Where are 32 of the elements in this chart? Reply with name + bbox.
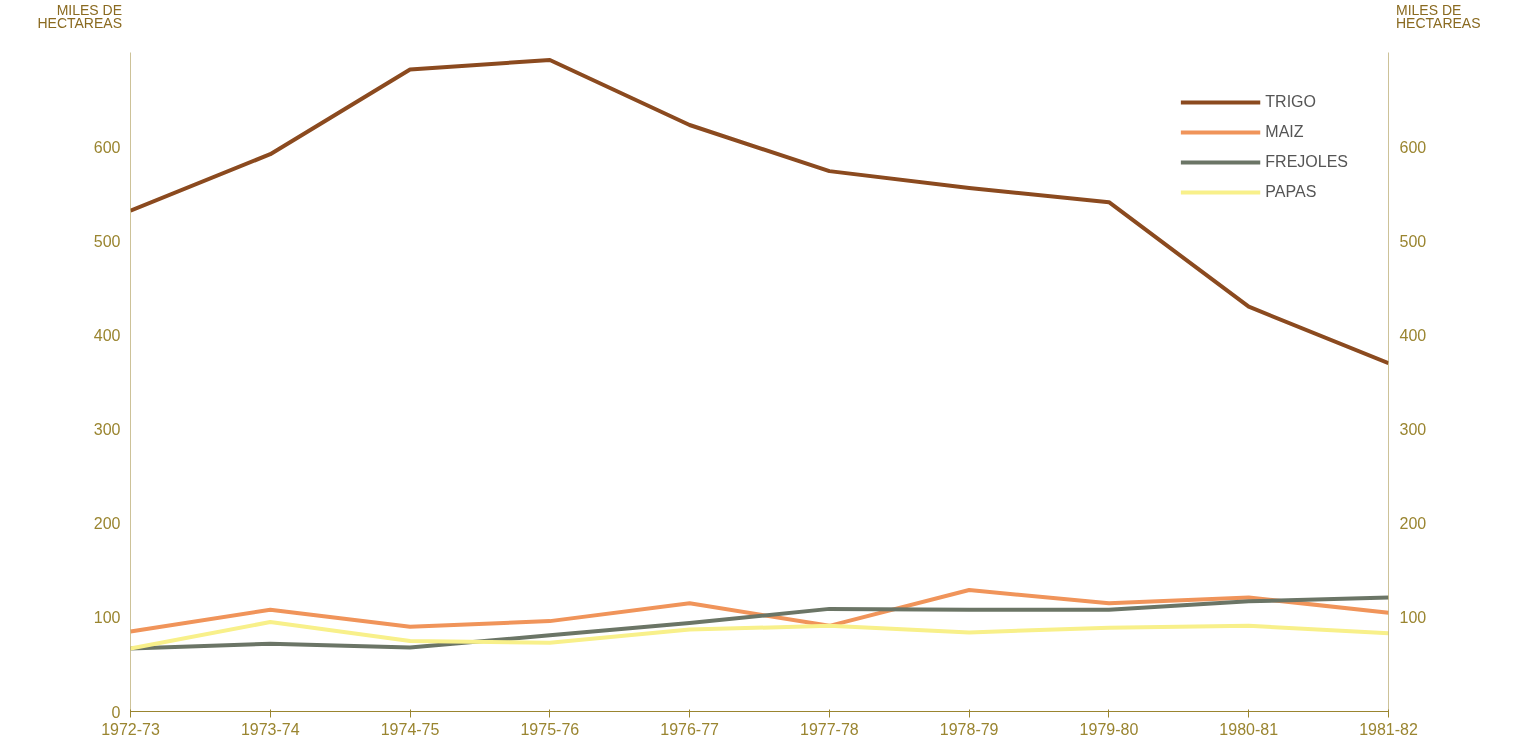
y2-axis-title: MILES DE HECTAREAS (1396, 2, 1481, 32)
legend-label: PAPAS (1265, 183, 1317, 201)
y2-tick-label: 100 (1399, 609, 1427, 627)
y-tick-label: 400 (93, 326, 121, 344)
y-tick-label: 100 (93, 609, 121, 627)
x-tick-label: 1975-76 (520, 720, 580, 738)
x-tick-label: 1977-78 (800, 720, 859, 738)
legend-label: TRIGO (1265, 93, 1316, 111)
legend-label: MAIZ (1265, 123, 1304, 141)
y-tick-label: 300 (93, 421, 121, 439)
y-tick-label: 200 (93, 515, 121, 533)
x-tick-label: 1978-79 (939, 720, 999, 738)
y2-tick-label: 200 (1399, 515, 1427, 533)
line-series (130, 620, 1389, 651)
y-axis-title: MILES DE HECTAREAS (37, 2, 122, 32)
y-tick-label: 0 (111, 703, 121, 721)
legend-label: FREJOLES (1265, 153, 1348, 171)
x-tick-label: 1980-81 (1219, 720, 1279, 738)
y-tick-label: 500 (93, 232, 121, 250)
y-tick-label: 600 (93, 138, 121, 156)
line-series (130, 58, 1389, 366)
x-tick-label: 1981-82 (1359, 720, 1418, 738)
x-tick-label: 1973-74 (240, 720, 300, 738)
y2-tick-label: 500 (1399, 232, 1427, 250)
x-tick-label: 1979-80 (1079, 720, 1139, 738)
y2-tick-label: 600 (1399, 138, 1427, 156)
x-tick-label: 1976-77 (660, 720, 720, 738)
x-tick-label: 1972-73 (101, 720, 160, 738)
x-tick-label: 1974-75 (380, 720, 440, 738)
line-series (130, 588, 1389, 634)
y2-tick-label: 400 (1399, 326, 1427, 344)
y2-tick-label: 300 (1399, 421, 1427, 439)
